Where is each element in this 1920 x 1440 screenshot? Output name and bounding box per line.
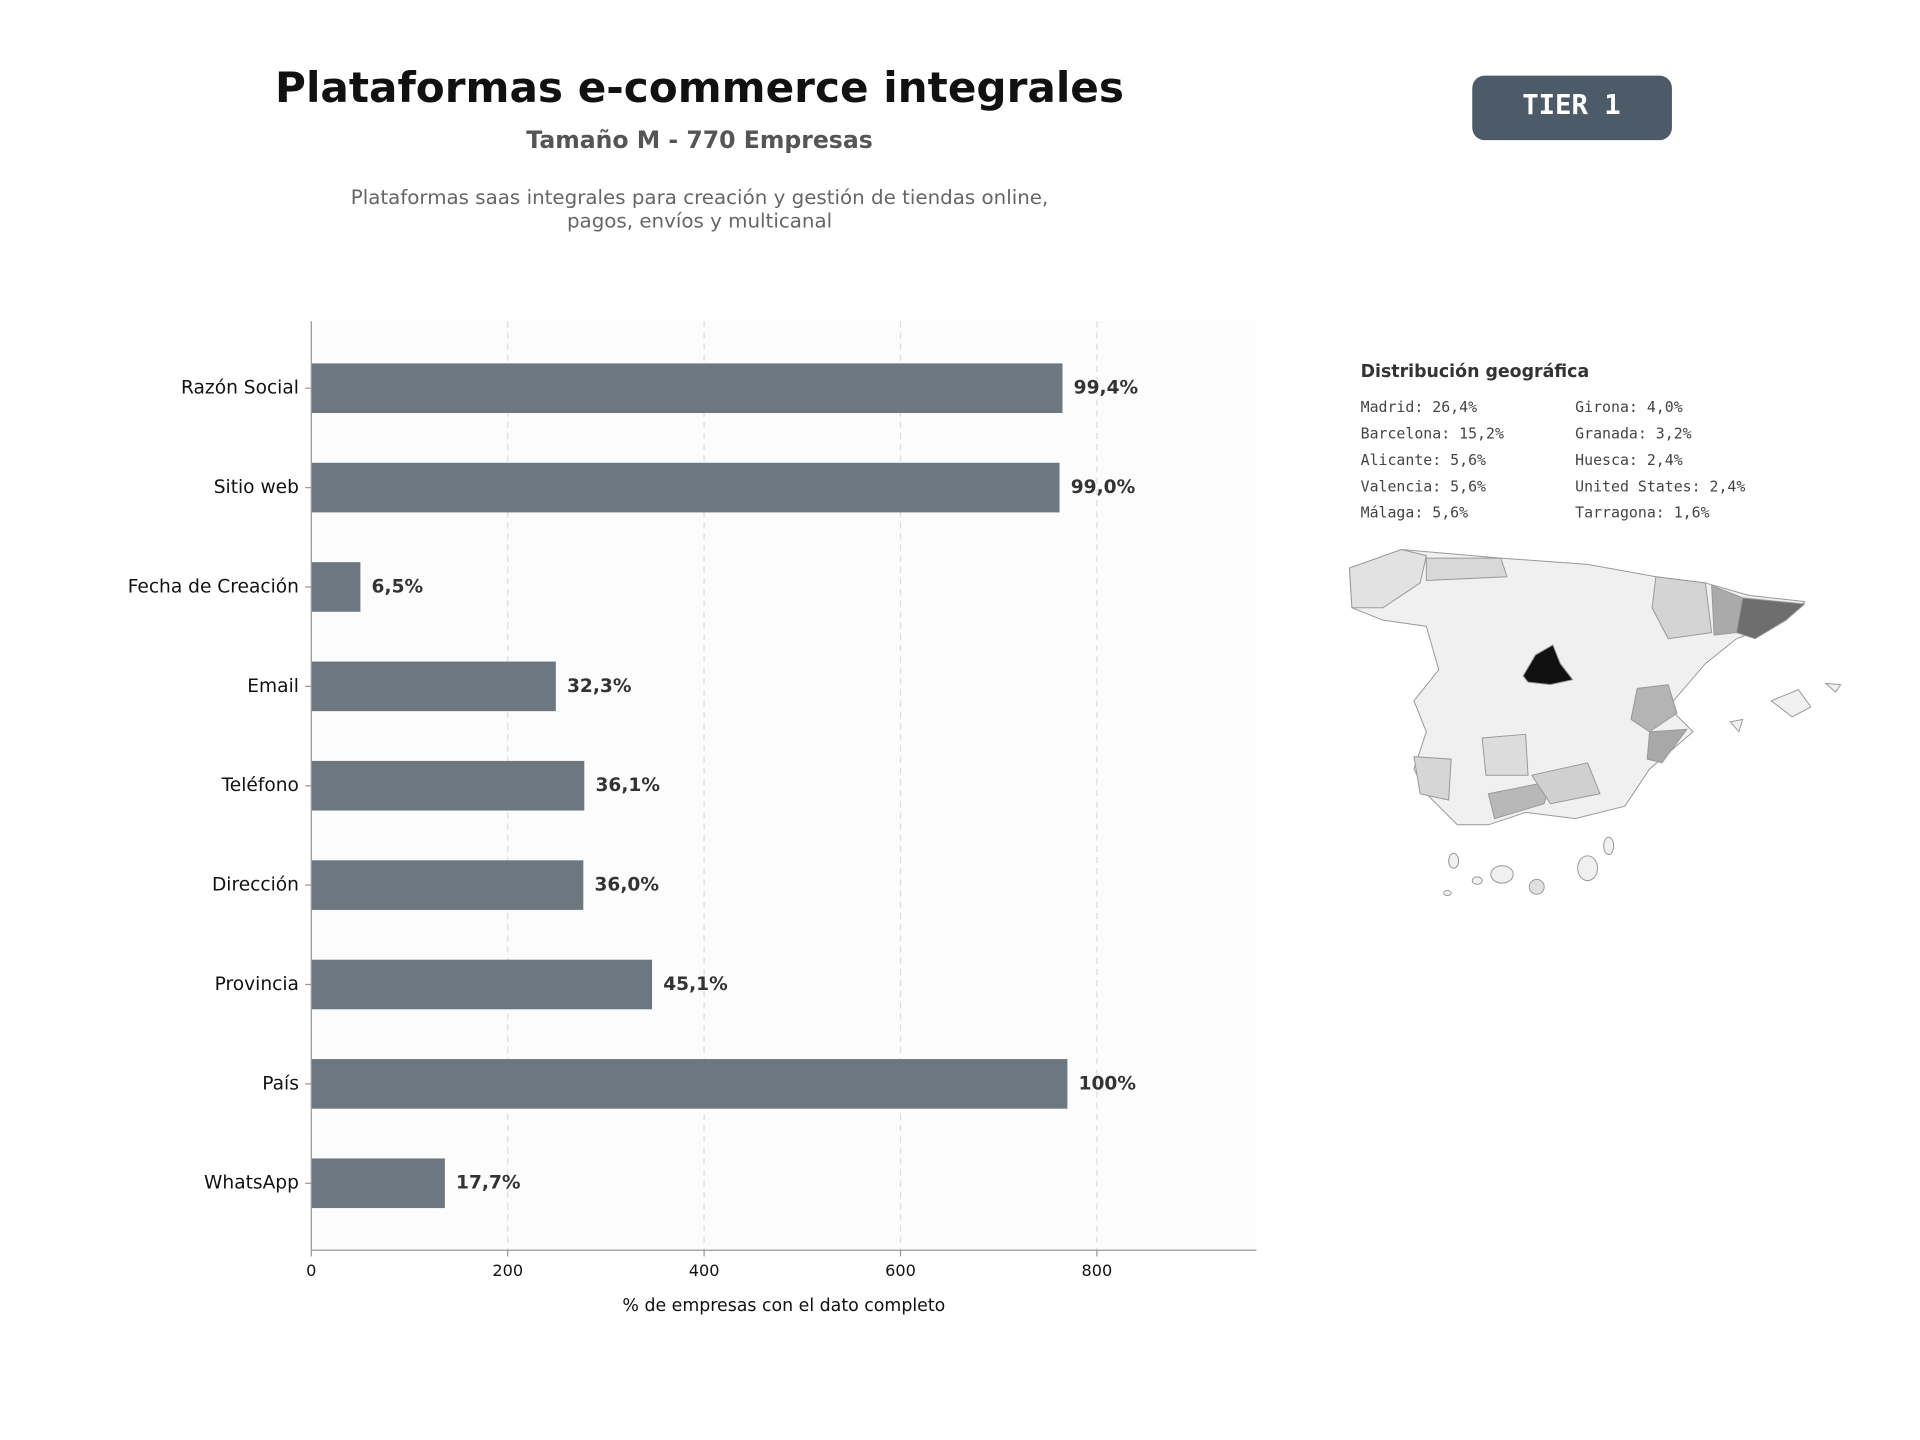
y-tick-label: WhatsApp bbox=[204, 1173, 299, 1194]
geo-item: United States: 2,4% bbox=[1575, 477, 1745, 495]
map-island bbox=[1770, 689, 1812, 718]
value-label: 99,0% bbox=[1071, 477, 1136, 498]
map-region bbox=[1481, 733, 1529, 776]
geo-item: Alicante: 5,6% bbox=[1361, 451, 1486, 469]
value-label: 36,0% bbox=[594, 875, 659, 896]
x-tick-label: 800 bbox=[1081, 1261, 1112, 1280]
map-island bbox=[1490, 865, 1514, 884]
map-island bbox=[1471, 876, 1483, 885]
plot: 0 200 400 600 800 Razón Social 99,4% Sitio web 9… bbox=[128, 321, 1139, 1280]
geo-list: Madrid: 26,4% Barcelona: 15,2% Alicante: 5… bbox=[1361, 398, 1746, 522]
description: Plataformas saas integrales para creació… bbox=[351, 186, 1049, 209]
y-tick-label: Sitio web bbox=[214, 477, 299, 498]
geo-item: Málaga: 5,6% bbox=[1361, 504, 1469, 522]
map-region bbox=[1711, 584, 1744, 636]
value-label: 32,3% bbox=[567, 676, 632, 697]
bar bbox=[311, 1059, 1068, 1109]
map-region bbox=[1646, 728, 1688, 764]
y-tick-label: Provincia bbox=[215, 974, 299, 995]
description: pagos, envíos y multicanal bbox=[567, 210, 832, 233]
bar bbox=[311, 860, 584, 910]
x-axis-label: % de empresas con el dato completo bbox=[622, 1296, 945, 1316]
map-island bbox=[1443, 890, 1452, 896]
y-tick-label: Dirección bbox=[212, 875, 299, 896]
bar bbox=[311, 1158, 445, 1209]
map-island bbox=[1729, 718, 1744, 733]
value-label: 6,5% bbox=[372, 576, 424, 597]
map-region bbox=[1487, 780, 1552, 820]
x-tick-label: 0 bbox=[306, 1261, 316, 1280]
map-region bbox=[1630, 684, 1678, 733]
geo-item: Granada: 3,2% bbox=[1575, 424, 1691, 442]
y-tick-label: Teléfono bbox=[221, 775, 299, 796]
geo-item: Girona: 4,0% bbox=[1575, 398, 1683, 416]
bar bbox=[311, 363, 1063, 414]
value-label: 99,4% bbox=[1074, 378, 1139, 399]
geo-item: Barcelona: 15,2% bbox=[1361, 424, 1504, 442]
map-island bbox=[1824, 682, 1842, 693]
map-island bbox=[1603, 836, 1615, 856]
y-tick-label: Email bbox=[247, 676, 299, 697]
bar bbox=[311, 462, 1060, 513]
chart-title: Plataformas e-commerce integrales bbox=[275, 63, 1124, 112]
y-tick-label: Razón Social bbox=[181, 378, 299, 399]
bar bbox=[311, 959, 653, 1010]
x-tick-label: 400 bbox=[689, 1261, 720, 1280]
map-island bbox=[1577, 855, 1599, 882]
y-tick-label: País bbox=[262, 1073, 299, 1094]
map-region bbox=[1522, 644, 1574, 686]
map-region bbox=[1425, 557, 1508, 581]
badge bbox=[1472, 75, 1672, 141]
bar bbox=[311, 661, 556, 712]
map-region bbox=[1651, 576, 1713, 640]
bar bbox=[311, 760, 585, 811]
y-tick-label: Fecha de Creación bbox=[128, 576, 299, 597]
map-region bbox=[1348, 548, 1427, 609]
bar bbox=[311, 562, 361, 612]
geo-title: Distribución geográfica bbox=[1361, 362, 1590, 382]
map-region bbox=[1413, 756, 1452, 801]
value-label: 36,1% bbox=[595, 775, 660, 796]
value-label: 45,1% bbox=[663, 974, 728, 995]
geo-item: Tarragona: 1,6% bbox=[1575, 504, 1709, 522]
x-tick-label: 200 bbox=[492, 1261, 523, 1280]
map bbox=[1348, 548, 1842, 896]
map-region bbox=[1735, 597, 1806, 640]
map-region bbox=[1530, 762, 1601, 805]
map-island bbox=[1528, 878, 1545, 895]
geo-item: Valencia: 5,6% bbox=[1361, 477, 1486, 495]
value-label: 17,7% bbox=[456, 1173, 521, 1194]
chart-subtitle: Tamaño M - 770 Empresas bbox=[526, 126, 872, 154]
value-label: 100% bbox=[1079, 1073, 1137, 1094]
geo-item: Madrid: 26,4% bbox=[1361, 398, 1477, 416]
x-tick-label: 600 bbox=[885, 1261, 916, 1280]
map-island bbox=[1448, 852, 1460, 869]
badge-text: TIER 1 bbox=[1522, 90, 1621, 121]
geo-item: Huesca: 2,4% bbox=[1575, 451, 1683, 469]
